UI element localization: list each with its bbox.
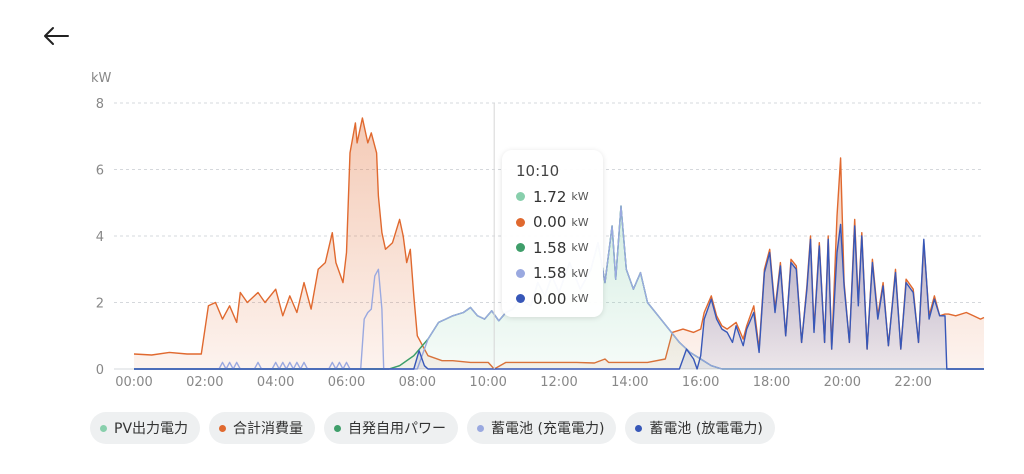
tooltip-unit: kW (571, 266, 589, 280)
legend-chip-self-power[interactable]: 自発自用パワー (324, 412, 459, 444)
x-tick-label: 02:00 (186, 375, 223, 390)
tooltip-value: 1.58 (533, 238, 567, 257)
power-chart[interactable]: kW 0 2 4 6 8 00:00 02:00 04:00 06:00 08:00 10:00 12:… (0, 0, 1024, 400)
chart-tooltip: 10:10 1.72 kW 0.00 kW 1.58 kW 1.58 kW 0.… (502, 150, 603, 317)
tooltip-row-pv: 1.72 kW (516, 184, 603, 210)
legend-chip-battery-discharge[interactable]: 蓄電池 (放電電力) (625, 412, 775, 444)
tooltip-row-self-power: 1.58 kW (516, 235, 603, 261)
x-tick-label: 00:00 (115, 375, 152, 390)
tooltip-row-battery-charge: 1.58 kW (516, 261, 603, 287)
legend-label: 自発自用パワー (348, 421, 447, 437)
x-tick-label: 10:00 (469, 375, 506, 390)
y-tick-label: 6 (96, 164, 104, 179)
tooltip-time: 10:10 (516, 162, 560, 180)
y-tick-label: 4 (96, 230, 104, 245)
x-tick-label: 14:00 (611, 375, 648, 390)
x-tick-label: 22:00 (894, 375, 931, 390)
y-axis-unit: kW (91, 71, 112, 86)
arrow-left-icon (44, 27, 69, 45)
battery-charge-dot-icon (516, 268, 525, 278)
x-tick-label: 16:00 (682, 375, 719, 390)
legend-label: 蓄電池 (充電電力) (491, 421, 605, 437)
y-tick-label: 0 (96, 363, 104, 378)
tooltip-value: 1.58 (533, 264, 567, 283)
tooltip-value: 0.00 (533, 213, 567, 232)
x-tick-label: 08:00 (399, 375, 436, 390)
series-area (134, 206, 984, 369)
consumption-dot-icon (219, 424, 227, 432)
legend-label: 合計消費量 (233, 421, 304, 437)
battery-charge-dot-icon (477, 424, 485, 432)
series-line (134, 223, 984, 370)
series-line (134, 205, 984, 370)
tooltip-unit: kW (571, 292, 589, 306)
legend-chip-battery-charge[interactable]: 蓄電池 (充電電力) (467, 412, 617, 444)
tooltip-unit: kW (571, 241, 589, 255)
x-tick-label: 04:00 (257, 375, 294, 390)
tooltip-value: 1.72 (533, 187, 567, 206)
x-tick-label: 06:00 (328, 375, 365, 390)
tooltip-unit: kW (571, 190, 589, 204)
x-tick-label: 18:00 (753, 375, 790, 390)
legend-label: PV出力電力 (114, 421, 189, 437)
chart-legend: PV出力電力 合計消費量 自発自用パワー 蓄電池 (充電電力) 蓄電池 (放電電… (90, 412, 775, 444)
self-power-dot-icon (334, 424, 342, 432)
battery-discharge-dot-icon (635, 424, 643, 432)
series-area (134, 224, 984, 369)
y-tick-label: 8 (96, 97, 104, 112)
tooltip-row-battery-discharge: 0.00 kW (516, 286, 603, 312)
back-button[interactable] (38, 18, 74, 54)
pv-dot-icon (100, 424, 107, 432)
legend-label: 蓄電池 (放電電力) (649, 421, 763, 437)
tooltip-row-consumption: 0.00 kW (516, 210, 603, 236)
tooltip-value: 0.00 (533, 289, 567, 308)
x-tick-label: 12:00 (540, 375, 577, 390)
x-tick-label: 20:00 (824, 375, 861, 390)
y-tick-label: 2 (96, 297, 104, 312)
self-power-dot-icon (516, 243, 525, 253)
legend-chip-consumption[interactable]: 合計消費量 (209, 412, 316, 444)
pv-dot-icon (516, 192, 525, 202)
tooltip-unit: kW (571, 215, 589, 229)
consumption-dot-icon (516, 217, 525, 227)
battery-discharge-dot-icon (516, 294, 525, 304)
legend-chip-pv[interactable]: PV出力電力 (90, 412, 201, 444)
